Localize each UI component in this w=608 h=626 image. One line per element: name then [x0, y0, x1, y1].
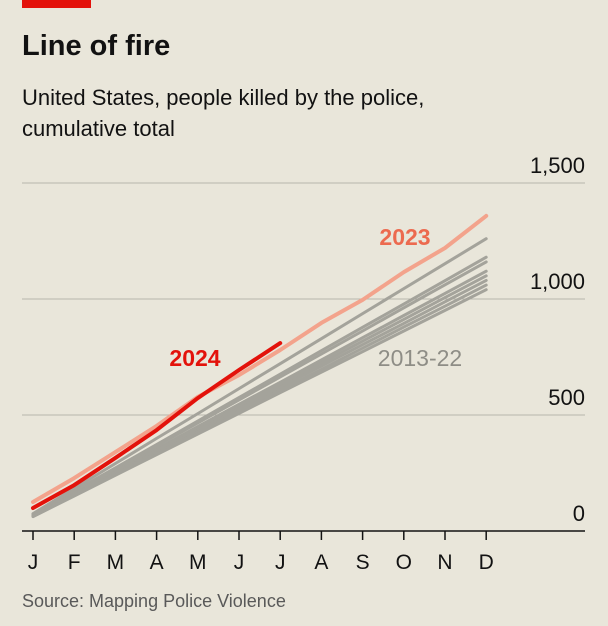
series-line [31, 341, 283, 510]
brand-tag [22, 0, 91, 8]
chart-subtitle: United States, people killed by the poli… [22, 85, 424, 110]
chart-subtitle: cumulative total [22, 116, 175, 141]
x-tick-label: M [107, 551, 125, 574]
series-label: 2023 [379, 224, 430, 250]
x-tick-label: F [68, 551, 81, 574]
source: Source: Mapping Police Violence [22, 591, 286, 611]
x-tick-label: N [437, 551, 452, 574]
x-tick-label: J [234, 551, 245, 574]
x-tick-label: M [189, 551, 207, 574]
y-tick-label: 1,500 [530, 153, 585, 178]
y-tick-label: 500 [548, 385, 585, 410]
series-line [31, 213, 489, 504]
x-tick-label: J [275, 551, 286, 574]
x-tick-label: O [396, 551, 412, 574]
series-line [31, 237, 488, 516]
y-tick-label: 1,000 [530, 269, 585, 294]
x-tick-label: A [150, 551, 164, 574]
x-tick-label: A [314, 551, 328, 574]
series-label: 2013-22 [378, 345, 462, 371]
series-line [31, 288, 488, 519]
y-tick-label: 0 [573, 501, 585, 526]
series-label: 2024 [169, 345, 220, 371]
x-tick-label: J [28, 551, 39, 574]
x-tick-label: D [479, 551, 494, 574]
series-line [31, 260, 488, 517]
x-tick-label: S [356, 551, 370, 574]
chart-title: Line of fire [22, 30, 170, 62]
